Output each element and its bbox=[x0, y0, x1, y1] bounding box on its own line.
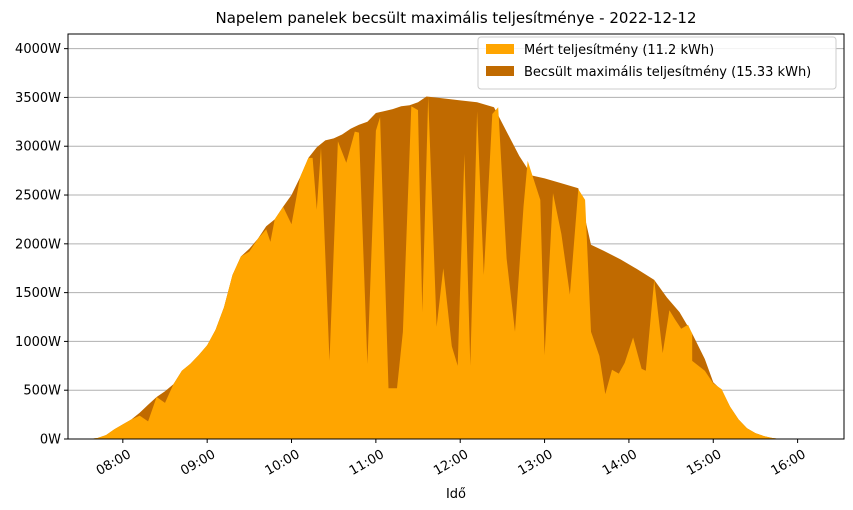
chart-title: Napelem panelek becsült maximális teljes… bbox=[215, 9, 696, 27]
x-axis-label: Idő bbox=[446, 487, 466, 502]
legend-box bbox=[477, 36, 837, 90]
plot-frame bbox=[67, 33, 845, 440]
legend-label-estimated: Becsült maximális teljesítmény (15.33 kW… bbox=[524, 65, 811, 80]
x-axis: 08:00 09:00 10:00 11:00 12:00 13:00 14:00 15:00… bbox=[94, 439, 809, 479]
legend: Mért teljesítmény (11.2 kWh) Becsült max… bbox=[477, 36, 837, 90]
y-tick-label: 1000W bbox=[15, 335, 61, 350]
y-tick-label: 4000W bbox=[15, 42, 61, 57]
x-tick-label: 13:00 bbox=[516, 447, 556, 479]
x-tick-label: 12:00 bbox=[431, 447, 471, 479]
x-tick-label: 15:00 bbox=[684, 447, 724, 479]
x-tick-label: 16:00 bbox=[769, 447, 809, 479]
y-tick-label: 3000W bbox=[15, 140, 61, 155]
x-tick-label: 08:00 bbox=[94, 447, 134, 479]
x-tick-label: 10:00 bbox=[263, 447, 303, 479]
y-tick-label: 2000W bbox=[15, 237, 61, 252]
x-tick-label: 09:00 bbox=[178, 447, 218, 479]
y-tick-label: 2500W bbox=[15, 189, 61, 204]
x-tick-label: 11:00 bbox=[347, 447, 387, 479]
y-tick-label: 3500W bbox=[15, 91, 61, 106]
x-tick-label: 14:00 bbox=[600, 447, 640, 479]
legend-label-measured: Mért teljesítmény (11.2 kWh) bbox=[524, 43, 714, 58]
y-tick-label: 0W bbox=[40, 433, 61, 448]
y-tick-label: 1500W bbox=[15, 286, 61, 301]
area-series-layer bbox=[89, 96, 781, 439]
area-measured bbox=[89, 96, 781, 439]
legend-swatch-measured bbox=[486, 44, 514, 54]
y-axis: 0W 500W 1000W 1500W 2000W 2500W 3000W 3500W 4000… bbox=[15, 42, 68, 448]
legend-swatch-estimated bbox=[486, 66, 514, 76]
y-tick-label: 500W bbox=[23, 384, 61, 399]
